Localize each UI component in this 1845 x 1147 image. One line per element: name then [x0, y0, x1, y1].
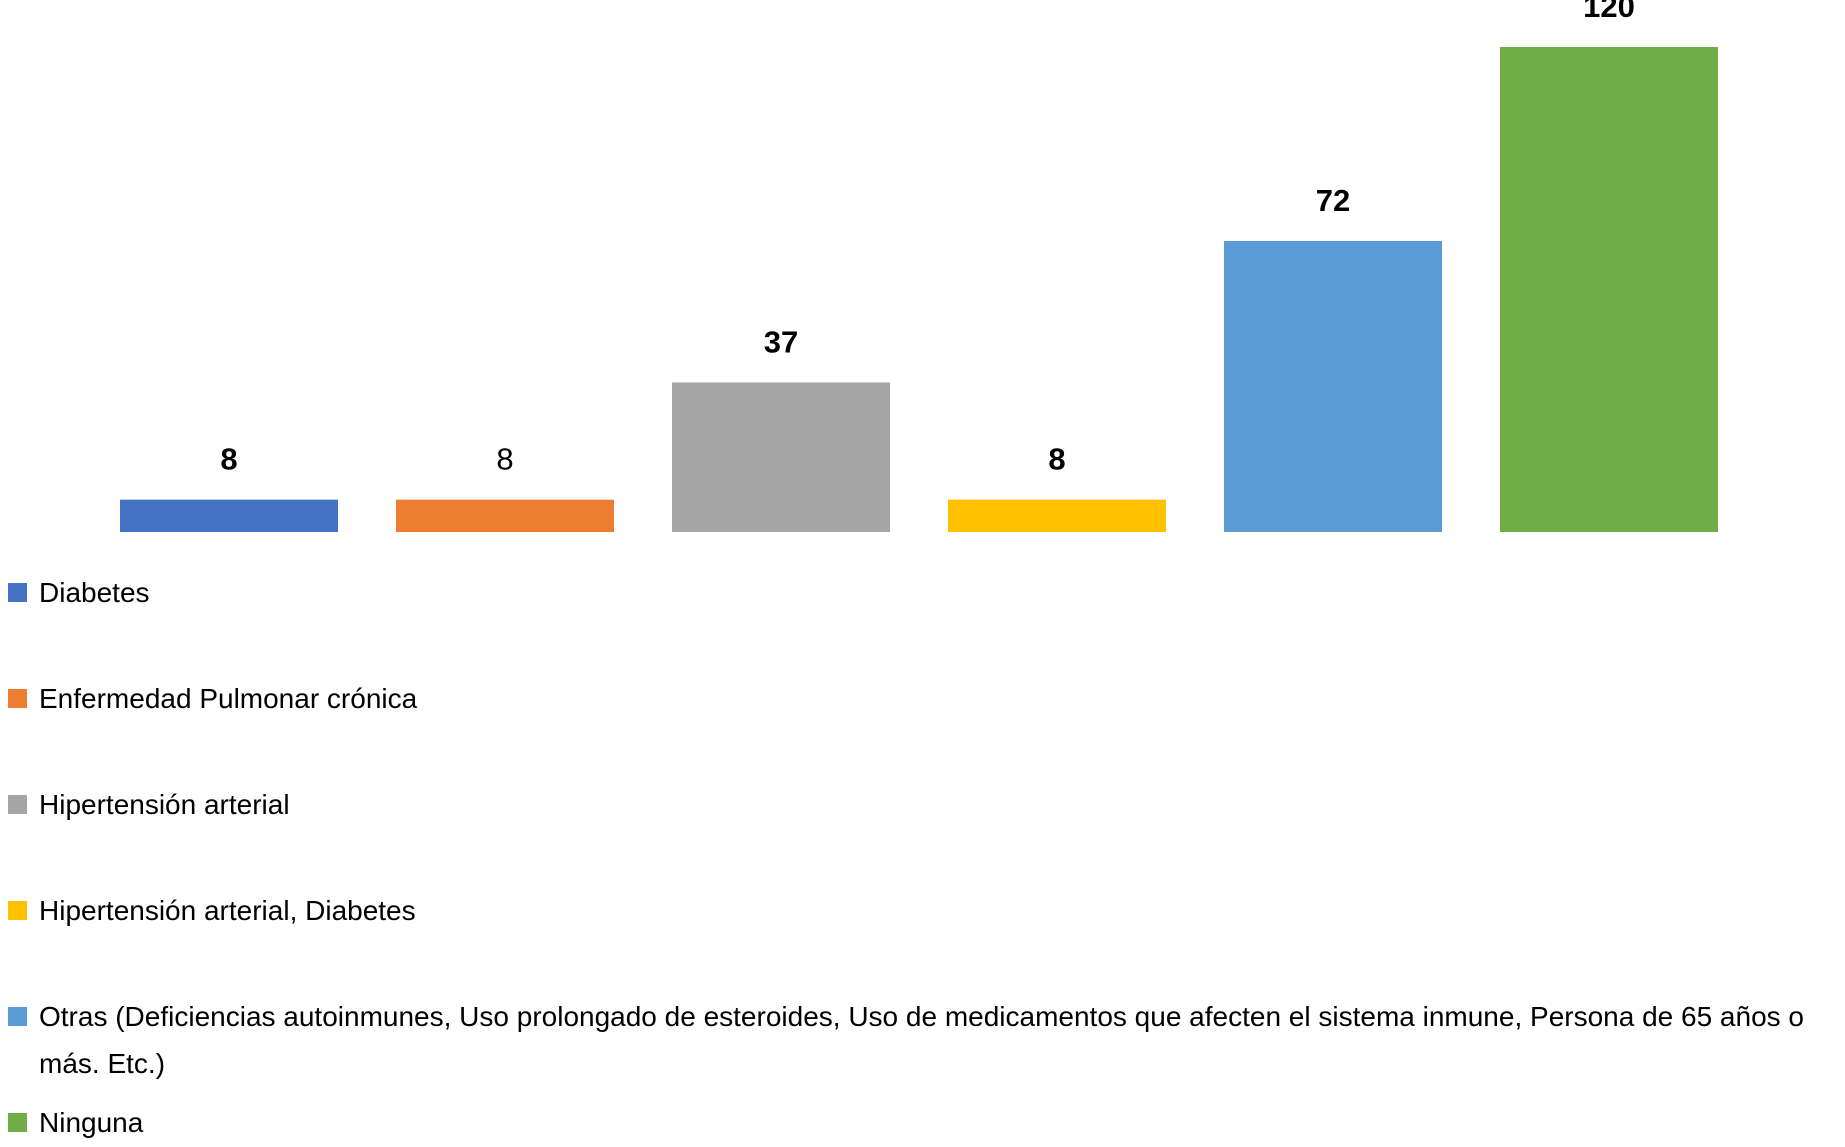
legend-swatch — [8, 795, 27, 814]
plot: 8 8 37 8 72 120 — [120, 0, 1718, 532]
legend-swatch — [8, 689, 27, 708]
data-label: 120 — [1583, 0, 1635, 24]
legend-swatch — [8, 901, 27, 920]
legend-label: Ninguna — [39, 1107, 144, 1138]
legend-item: Otras (Deficiencias autoinmunes, Uso pro… — [8, 993, 1838, 1087]
data-label: 8 — [1048, 442, 1065, 477]
data-label: 37 — [764, 324, 798, 359]
bar — [1500, 47, 1718, 532]
legend-swatch — [8, 583, 27, 602]
bar — [1224, 241, 1442, 532]
legend-item: Hipertensión arterial, Diabetes — [8, 887, 1838, 934]
legend-item: Enfermedad Pulmonar crónica — [8, 675, 1838, 722]
bar — [120, 499, 338, 532]
legend-item: Diabetes — [8, 569, 1838, 616]
bar — [396, 499, 614, 532]
legend-label: Otras (Deficiencias autoinmunes, Uso pro… — [39, 1001, 1804, 1079]
legend-item: Hipertensión arterial — [8, 781, 1838, 828]
legend-swatch — [8, 1007, 27, 1026]
legend-swatch — [8, 1113, 27, 1132]
data-label: 8 — [220, 442, 237, 477]
bar — [672, 382, 890, 532]
legend-item: Ninguna — [8, 1099, 1838, 1146]
legend-label: Diabetes — [39, 577, 150, 608]
legend-label: Enfermedad Pulmonar crónica — [39, 683, 418, 714]
bar — [948, 499, 1166, 532]
legend-label: Hipertensión arterial, Diabetes — [39, 895, 416, 926]
legend-label: Hipertensión arterial — [39, 789, 290, 820]
data-label: 72 — [1316, 183, 1350, 218]
data-label: 8 — [496, 442, 513, 477]
